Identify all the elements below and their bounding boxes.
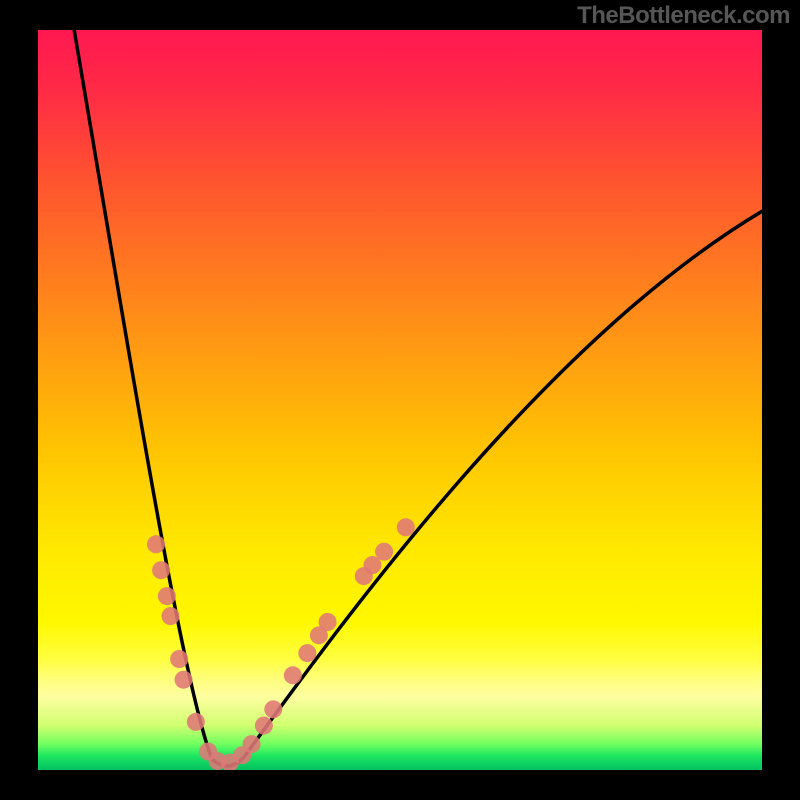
data-marker [158,587,176,605]
data-marker [147,535,165,553]
data-marker [170,650,188,668]
data-marker [255,717,273,735]
data-marker [319,613,337,631]
plot-background [38,30,762,770]
bottleneck-chart [0,0,800,800]
data-marker [298,644,316,662]
watermark-text: TheBottleneck.com [577,2,790,30]
chart-container: TheBottleneck.com [0,0,800,800]
data-marker [264,700,282,718]
data-marker [152,561,170,579]
data-marker [175,671,193,689]
data-marker [187,713,205,731]
data-marker [161,607,179,625]
data-marker [397,518,415,536]
data-marker [243,735,261,753]
data-marker [284,666,302,684]
data-marker [375,543,393,561]
